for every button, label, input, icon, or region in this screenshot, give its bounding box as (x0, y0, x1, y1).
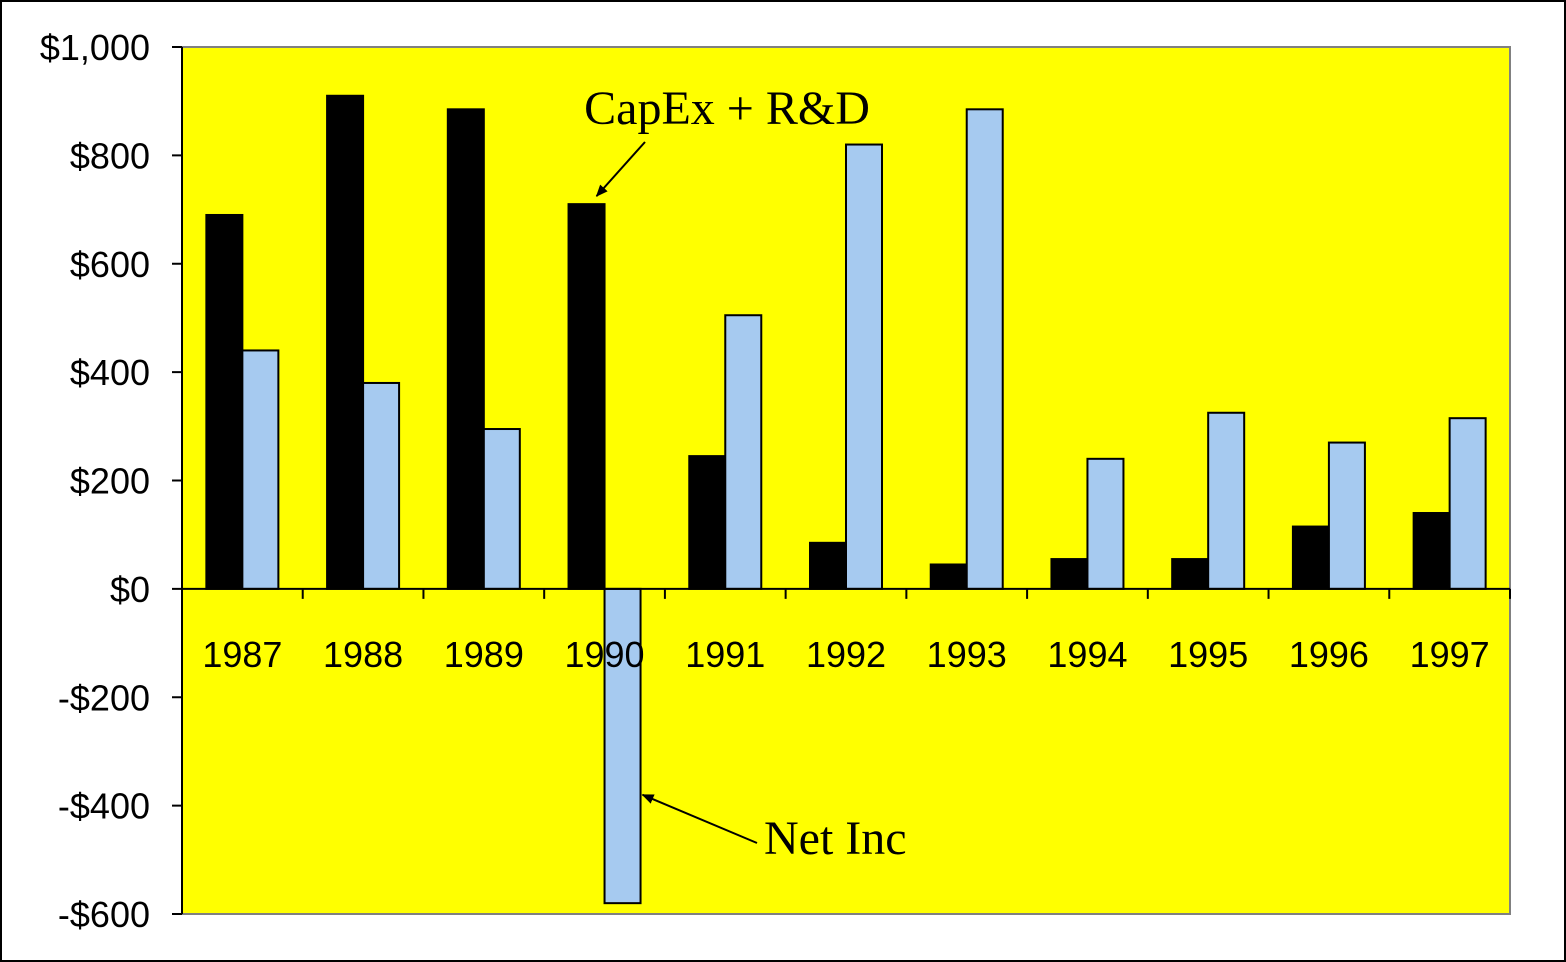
bar-series-1-1990 (567, 203, 606, 590)
x-tick-label-1991: 1991 (685, 634, 765, 675)
bar-series-1-1992 (809, 541, 847, 590)
x-tick-label-1992: 1992 (806, 634, 886, 675)
y-tick-label: $0 (110, 569, 150, 610)
x-tick-label-1995: 1995 (1168, 634, 1248, 675)
x-tick-label-1989: 1989 (444, 634, 524, 675)
bar-series-2-1988 (362, 381, 401, 590)
bar-series-1-1989 (446, 108, 485, 590)
bar-series-1-1988 (326, 94, 365, 590)
bar-series-2-1996 (1327, 441, 1366, 590)
y-tick-label: $600 (70, 244, 150, 285)
x-tick-label-1996: 1996 (1289, 634, 1369, 675)
y-tick-label: $200 (70, 461, 150, 502)
x-tick-label-1993: 1993 (927, 634, 1007, 675)
annotation-capex-rd-label: CapEx + R&D (584, 82, 870, 135)
x-tick-label-1990: 1990 (564, 634, 644, 675)
bar-series-1-1996 (1291, 525, 1330, 590)
bar-series-1-1993 (929, 563, 968, 590)
annotations-layer: CapEx + R&D Net Inc (584, 82, 906, 865)
y-tick-label: -$600 (58, 894, 150, 935)
bars-layer (205, 94, 1487, 905)
bar-series-2-1987 (241, 349, 280, 590)
annotation-capex-rd-arrow (595, 141, 646, 197)
bar-series-2-1994 (1086, 457, 1125, 590)
y-tick-label: $400 (70, 352, 150, 393)
x-tick-label-1994: 1994 (1047, 634, 1127, 675)
annotation-net-inc-label: Net Inc (764, 812, 907, 865)
bar-series-1-1991 (688, 455, 727, 590)
bar-series-2-1990 (603, 587, 642, 905)
bar-series-2-1997 (1448, 417, 1487, 590)
bar-series-1-1994 (1050, 558, 1089, 590)
x-tick-label-1997: 1997 (1410, 634, 1490, 675)
y-tick-label: $800 (70, 135, 150, 176)
y-tick-label: $1,000 (40, 27, 150, 68)
bar-series-1-1987 (205, 213, 244, 590)
labels-layer: $1,000 $800 $600 $400 $200 $0 -$200 -$400 -$600 1… (40, 27, 1490, 935)
annotation-net-inc-arrow (641, 793, 758, 844)
bar-series-2-1991 (724, 314, 763, 590)
axes-layer (172, 46, 1511, 915)
bar-series-2-1992 (845, 143, 883, 590)
y-tick-label: -$200 (58, 677, 150, 718)
y-tick-label: -$400 (58, 786, 150, 827)
bar-series-2-1989 (482, 428, 521, 590)
bar-series-2-1995 (1207, 411, 1246, 590)
bar-series-2-1993 (965, 108, 1004, 590)
bar-series-1-1997 (1412, 512, 1451, 590)
x-tick-label-1988: 1988 (323, 634, 403, 675)
x-tick-label-1987: 1987 (202, 634, 282, 675)
bar-series-1-1995 (1171, 558, 1210, 590)
